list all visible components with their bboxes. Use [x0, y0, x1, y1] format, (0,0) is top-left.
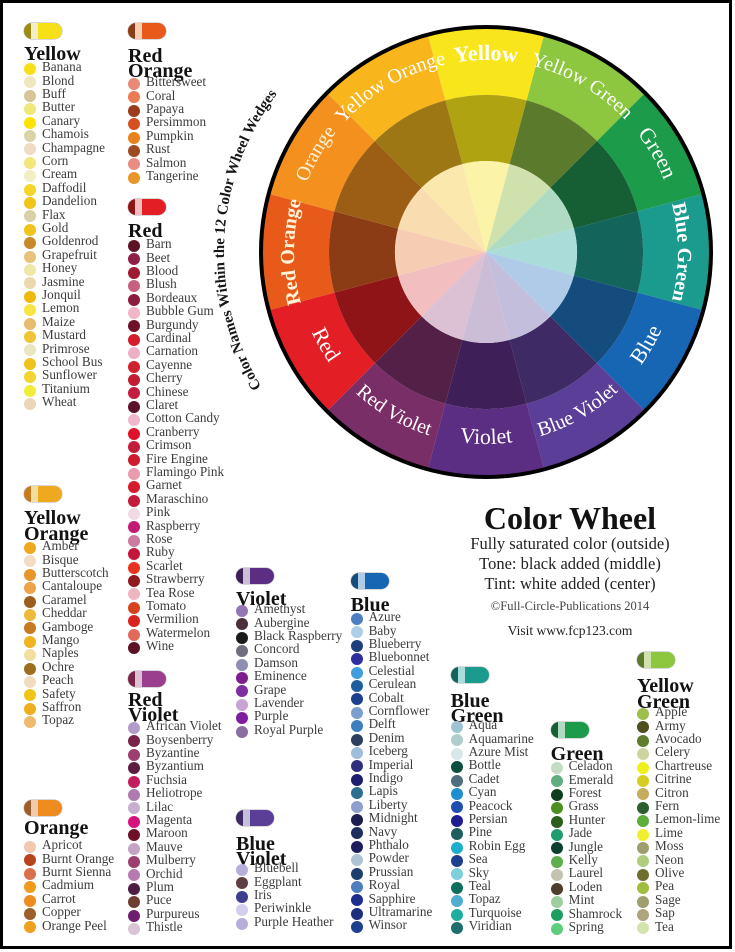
svg-text:Violet: Violet	[459, 422, 514, 449]
svg-text:Yellow: Yellow	[452, 40, 519, 67]
